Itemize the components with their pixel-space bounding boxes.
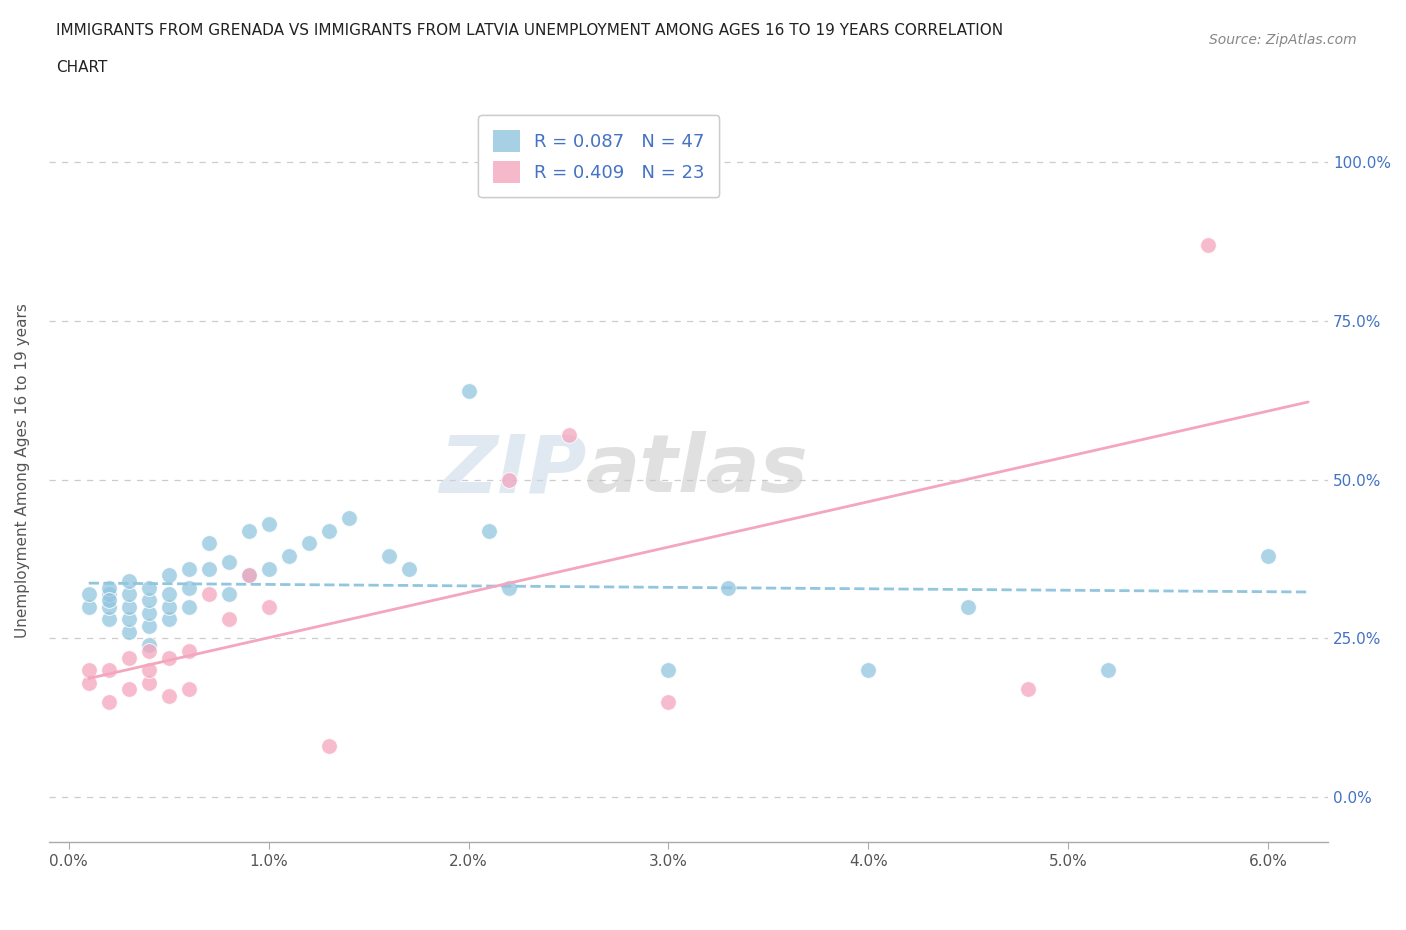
Text: ZIP: ZIP — [439, 432, 586, 510]
Point — [257, 561, 280, 576]
Point — [157, 688, 180, 703]
Point — [157, 612, 180, 627]
Point — [157, 567, 180, 582]
Text: CHART: CHART — [56, 60, 108, 75]
Text: atlas: atlas — [586, 432, 808, 510]
Point — [1257, 549, 1279, 564]
Point — [177, 682, 200, 697]
Point — [218, 555, 240, 570]
Point — [157, 650, 180, 665]
Point — [77, 675, 100, 690]
Point — [97, 593, 120, 608]
Point — [177, 644, 200, 658]
Point — [858, 663, 880, 678]
Point — [457, 383, 479, 398]
Point — [97, 580, 120, 595]
Point — [197, 587, 219, 602]
Point — [477, 523, 499, 538]
Point — [138, 663, 160, 678]
Point — [118, 599, 141, 614]
Point — [1097, 663, 1119, 678]
Point — [118, 574, 141, 589]
Point — [557, 428, 579, 443]
Point — [77, 663, 100, 678]
Point — [138, 618, 160, 633]
Point — [97, 663, 120, 678]
Point — [218, 612, 240, 627]
Point — [138, 580, 160, 595]
Point — [118, 650, 141, 665]
Point — [177, 599, 200, 614]
Point — [177, 561, 200, 576]
Point — [498, 580, 520, 595]
Point — [1197, 237, 1219, 252]
Point — [197, 561, 219, 576]
Point — [717, 580, 740, 595]
Point — [498, 472, 520, 487]
Point — [138, 644, 160, 658]
Point — [177, 580, 200, 595]
Point — [118, 682, 141, 697]
Point — [1017, 682, 1039, 697]
Point — [398, 561, 420, 576]
Point — [257, 517, 280, 532]
Point — [118, 587, 141, 602]
Point — [657, 663, 679, 678]
Point — [957, 599, 980, 614]
Point — [257, 599, 280, 614]
Legend: R = 0.087   N = 47, R = 0.409   N = 23: R = 0.087 N = 47, R = 0.409 N = 23 — [478, 115, 720, 197]
Point — [298, 536, 321, 551]
Point — [157, 599, 180, 614]
Y-axis label: Unemployment Among Ages 16 to 19 years: Unemployment Among Ages 16 to 19 years — [15, 303, 30, 638]
Point — [77, 599, 100, 614]
Point — [138, 605, 160, 620]
Point — [377, 549, 399, 564]
Text: Source: ZipAtlas.com: Source: ZipAtlas.com — [1209, 33, 1357, 46]
Point — [238, 567, 260, 582]
Point — [97, 599, 120, 614]
Point — [138, 675, 160, 690]
Point — [118, 612, 141, 627]
Point — [218, 587, 240, 602]
Point — [138, 593, 160, 608]
Text: IMMIGRANTS FROM GRENADA VS IMMIGRANTS FROM LATVIA UNEMPLOYMENT AMONG AGES 16 TO : IMMIGRANTS FROM GRENADA VS IMMIGRANTS FR… — [56, 23, 1004, 38]
Point — [197, 536, 219, 551]
Point — [77, 587, 100, 602]
Point — [138, 637, 160, 652]
Point — [97, 587, 120, 602]
Point — [97, 612, 120, 627]
Point — [318, 523, 340, 538]
Point — [118, 625, 141, 640]
Point — [157, 587, 180, 602]
Point — [238, 523, 260, 538]
Point — [657, 695, 679, 710]
Point — [277, 549, 299, 564]
Point — [318, 739, 340, 754]
Point — [337, 511, 360, 525]
Point — [97, 695, 120, 710]
Point — [238, 567, 260, 582]
